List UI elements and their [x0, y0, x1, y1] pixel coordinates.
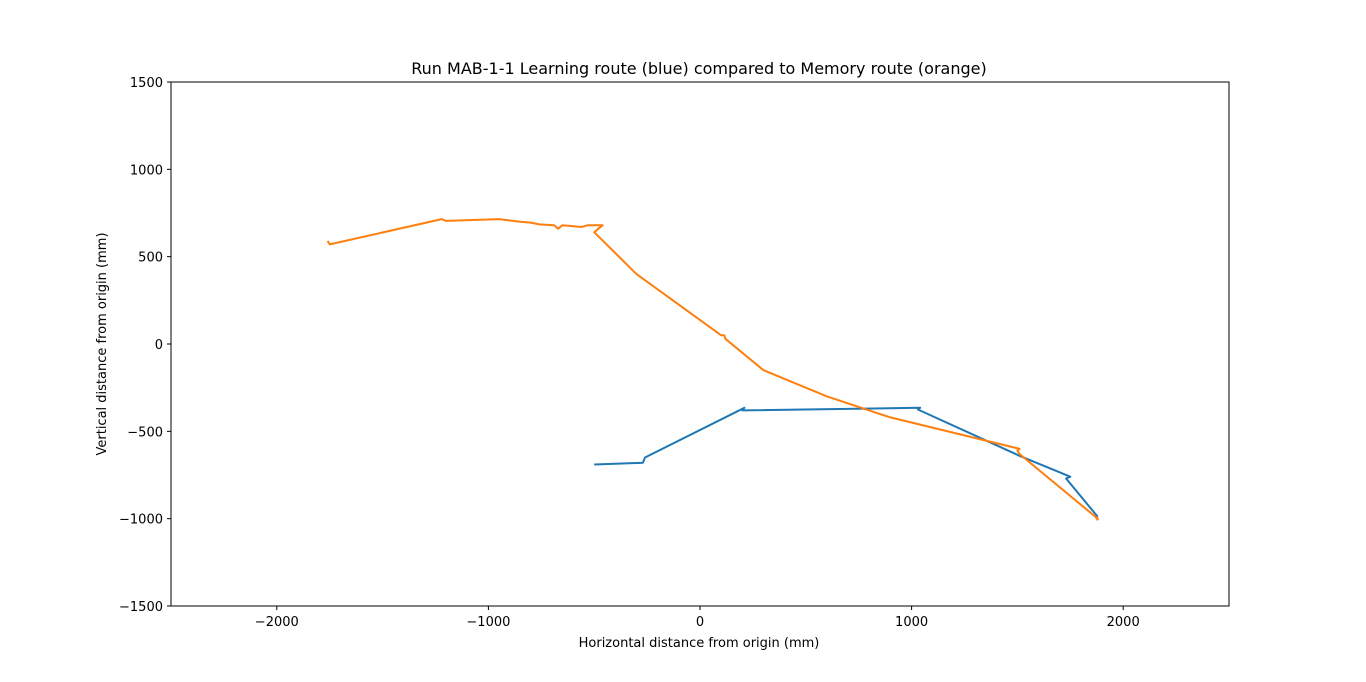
y-axis-ticks: −1500 −1000 −500 0 500 1000 1500 — [119, 76, 171, 615]
y-tick-label: 500 — [138, 251, 163, 266]
x-tick-label: 1000 — [895, 615, 928, 630]
memory-route-line — [326, 218, 1099, 521]
y-tick-label: −500 — [127, 425, 163, 440]
x-tick-label: −2000 — [255, 615, 299, 630]
y-tick-label: 1500 — [130, 76, 163, 91]
learning-route-line — [594, 406, 1099, 518]
plot-frame — [170, 81, 1230, 607]
x-axis-ticks: −2000 −1000 0 1000 2000 — [255, 606, 1140, 630]
series-layer — [326, 218, 1099, 521]
x-tick-label: −1000 — [466, 615, 510, 630]
y-tick-label: −1000 — [119, 513, 163, 528]
x-tick-label: 0 — [696, 615, 704, 630]
y-tick-label: −1500 — [119, 600, 163, 615]
chart-title: Run MAB-1-1 Learning route (blue) compar… — [411, 59, 986, 78]
y-tick-label: 1000 — [130, 163, 163, 178]
x-tick-label: 2000 — [1107, 615, 1140, 630]
y-tick-label: 0 — [155, 338, 163, 353]
x-axis-label: Horizontal distance from origin (mm) — [579, 636, 820, 651]
y-axis-label: Vertical distance from origin (mm) — [95, 232, 110, 455]
